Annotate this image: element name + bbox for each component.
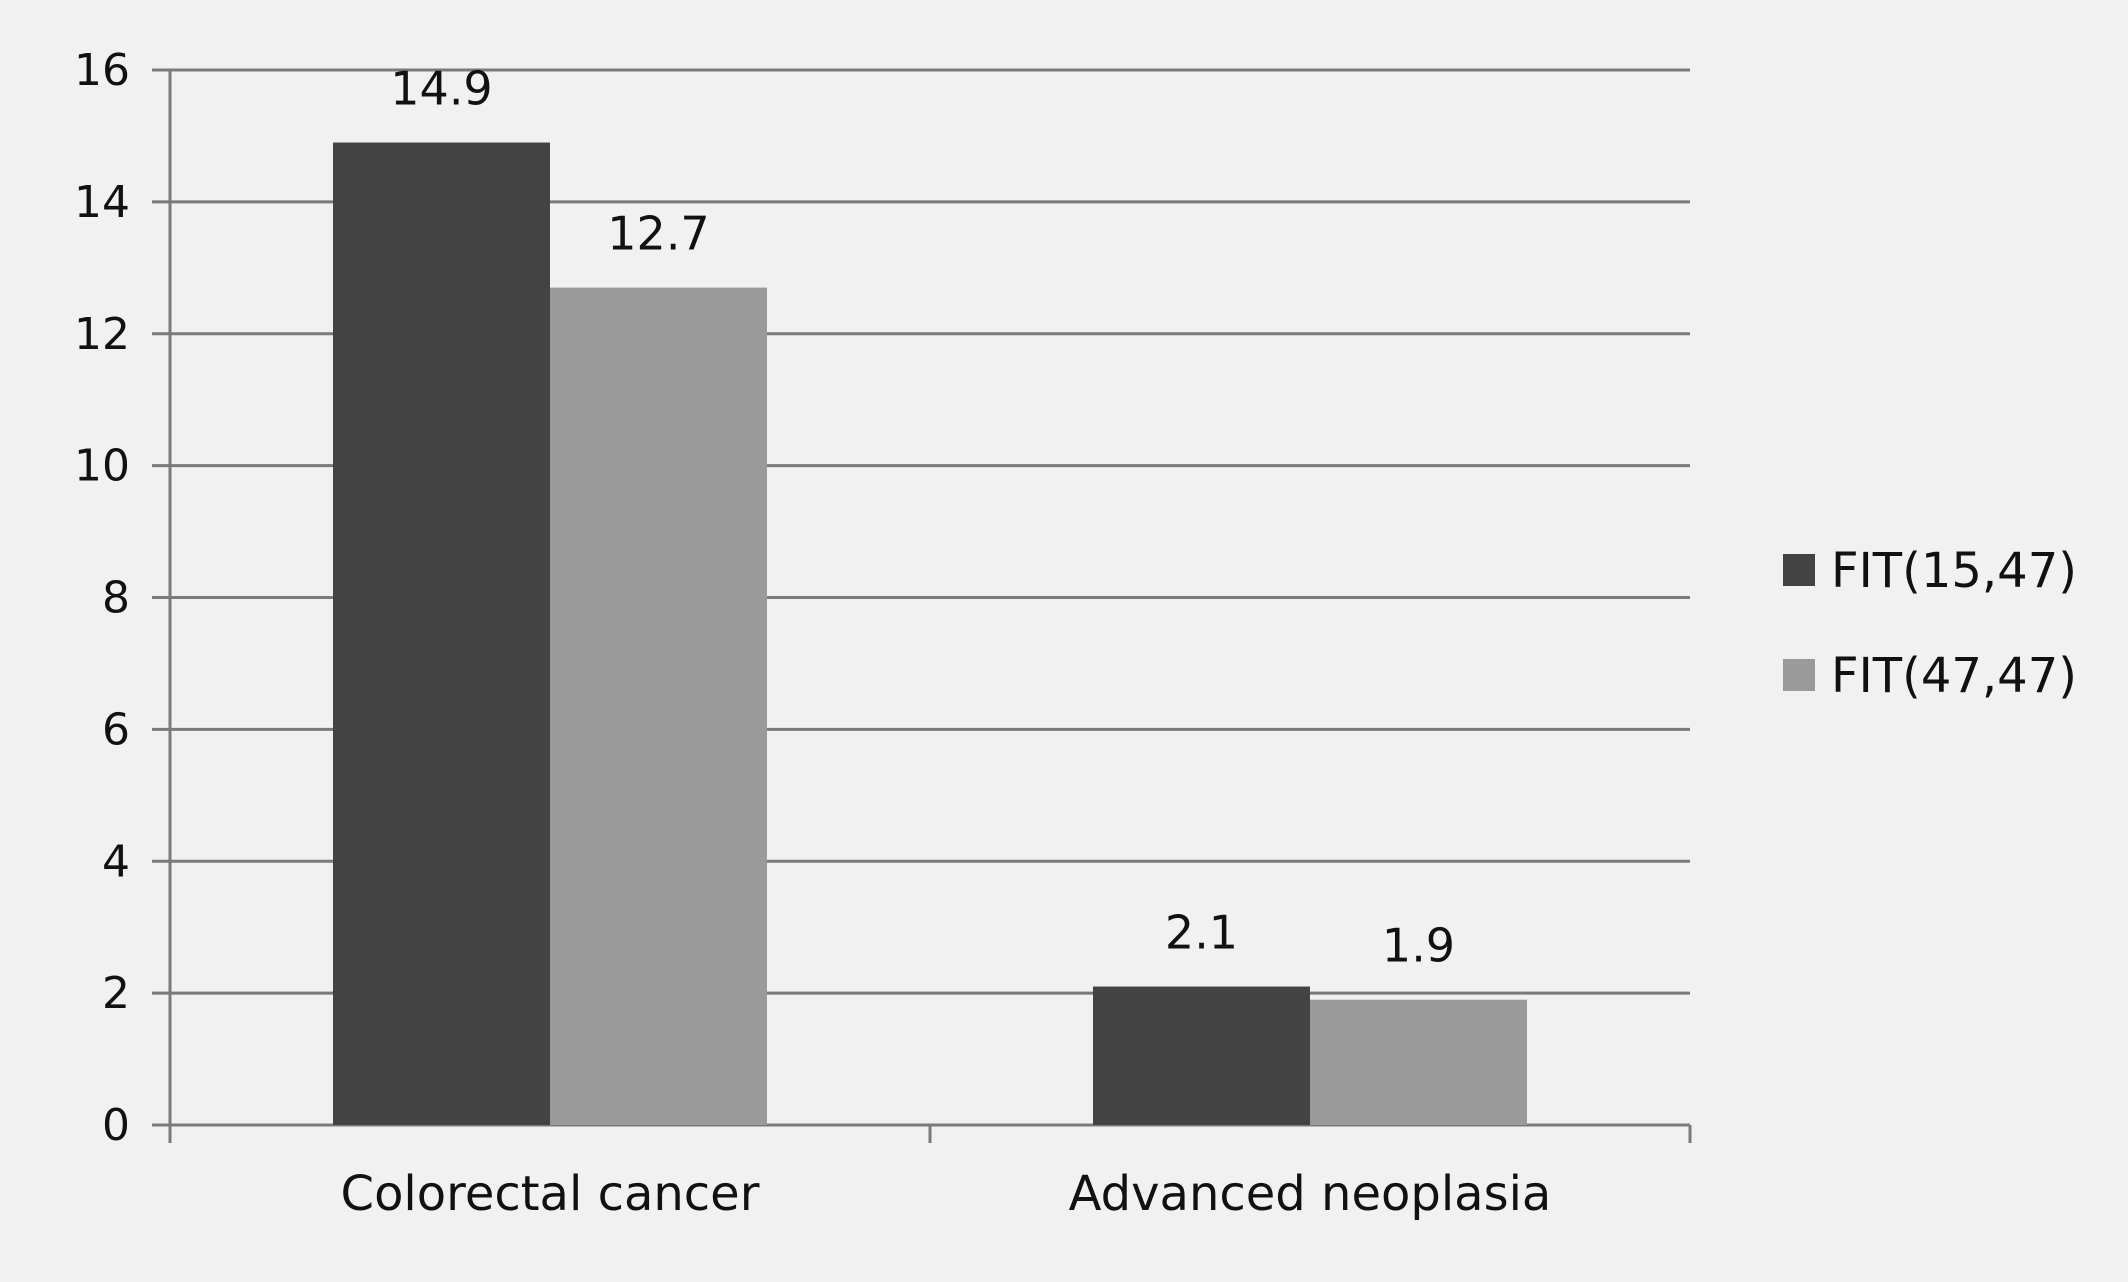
y-tick-label: 14 [74,177,130,228]
bar-data-label: 2.1 [1165,906,1238,960]
y-tick-label: 12 [74,309,130,360]
legend-label: FIT(15,47) [1831,543,2077,599]
y-tick-label: 6 [102,704,130,755]
data-labels: 14.9 12.7 2.1 1.9 [390,62,1455,973]
x-category-label: Advanced neoplasia [1069,1166,1552,1222]
x-category-label: Colorectal cancer [341,1166,760,1222]
y-tick-label: 10 [74,441,130,492]
y-tick-label: 0 [102,1100,130,1151]
bar [1093,986,1310,1125]
bar-data-label: 14.9 [390,62,492,116]
legend: FIT(15,47) FIT(47,47) [1783,543,2077,704]
y-tick-label: 8 [102,573,130,624]
bar-data-label: 12.7 [607,207,709,261]
bar [550,287,767,1125]
legend-swatch [1783,659,1815,691]
y-tick-label: 4 [102,836,130,887]
legend-swatch [1783,554,1815,586]
bar [1310,999,1527,1125]
y-tick-label: 16 [74,45,130,96]
axes: 0 2 4 6 8 10 12 14 16 Colorectal cancer Advanced n… [74,45,1692,1222]
bar-data-label: 1.9 [1382,919,1455,973]
legend-label: FIT(47,47) [1831,648,2077,704]
y-tick-label: 2 [102,968,130,1019]
bars [333,142,1527,1125]
bar [333,142,550,1125]
